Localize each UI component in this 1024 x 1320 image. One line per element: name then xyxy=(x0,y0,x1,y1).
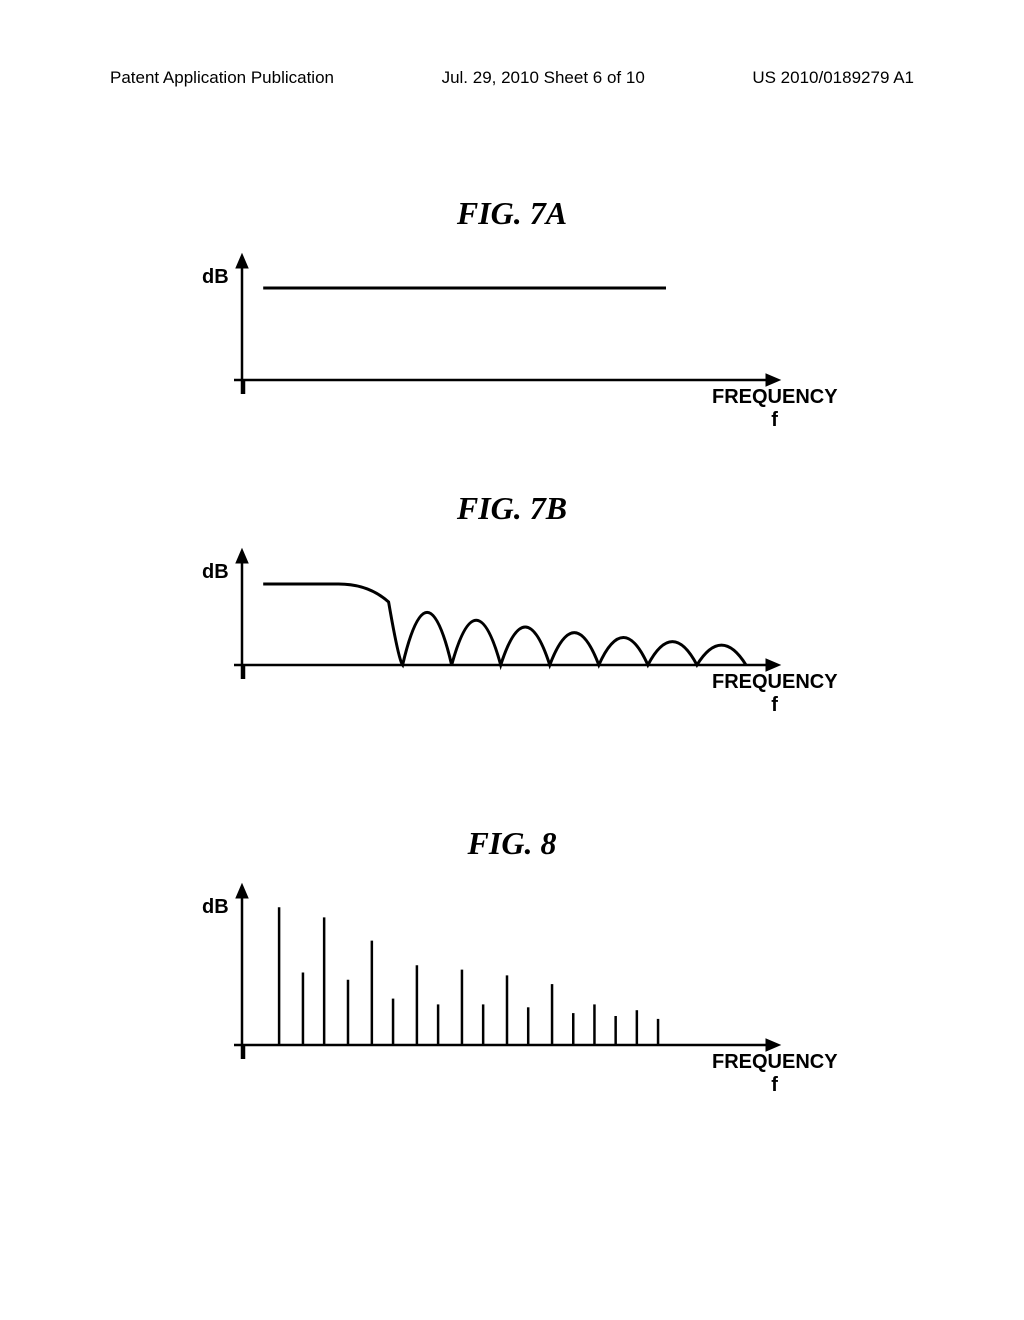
figure-8-ylabel: dB xyxy=(202,896,229,919)
figure-7a-title: FIG. 7A xyxy=(0,195,1024,232)
header-right: US 2010/0189279 A1 xyxy=(752,68,914,88)
figure-7a-xlabel: FREQUENCY f xyxy=(712,386,837,432)
header-center: Jul. 29, 2010 Sheet 6 of 10 xyxy=(442,68,645,88)
figure-7b-chart: dB FREQUENCY f xyxy=(202,545,822,700)
page-header: Patent Application Publication Jul. 29, … xyxy=(0,68,1024,88)
figure-7b-title: FIG. 7B xyxy=(0,490,1024,527)
figure-8-chart: dB FREQUENCY f xyxy=(202,880,822,1080)
figure-7a-chart: dB FREQUENCY f xyxy=(202,250,822,415)
figure-8-xlabel: FREQUENCY f xyxy=(712,1051,837,1097)
header-left: Patent Application Publication xyxy=(110,68,334,88)
figure-7a-ylabel: dB xyxy=(202,266,229,289)
figure-7b: FIG. 7B dB FREQUENCY f xyxy=(0,490,1024,700)
figure-8-title: FIG. 8 xyxy=(0,825,1024,862)
figure-7b-xlabel: FREQUENCY f xyxy=(712,671,837,717)
figure-8: FIG. 8 dB FREQUENCY f xyxy=(0,825,1024,1080)
figure-7a: FIG. 7A dB FREQUENCY f xyxy=(0,195,1024,415)
figure-7b-ylabel: dB xyxy=(202,561,229,584)
